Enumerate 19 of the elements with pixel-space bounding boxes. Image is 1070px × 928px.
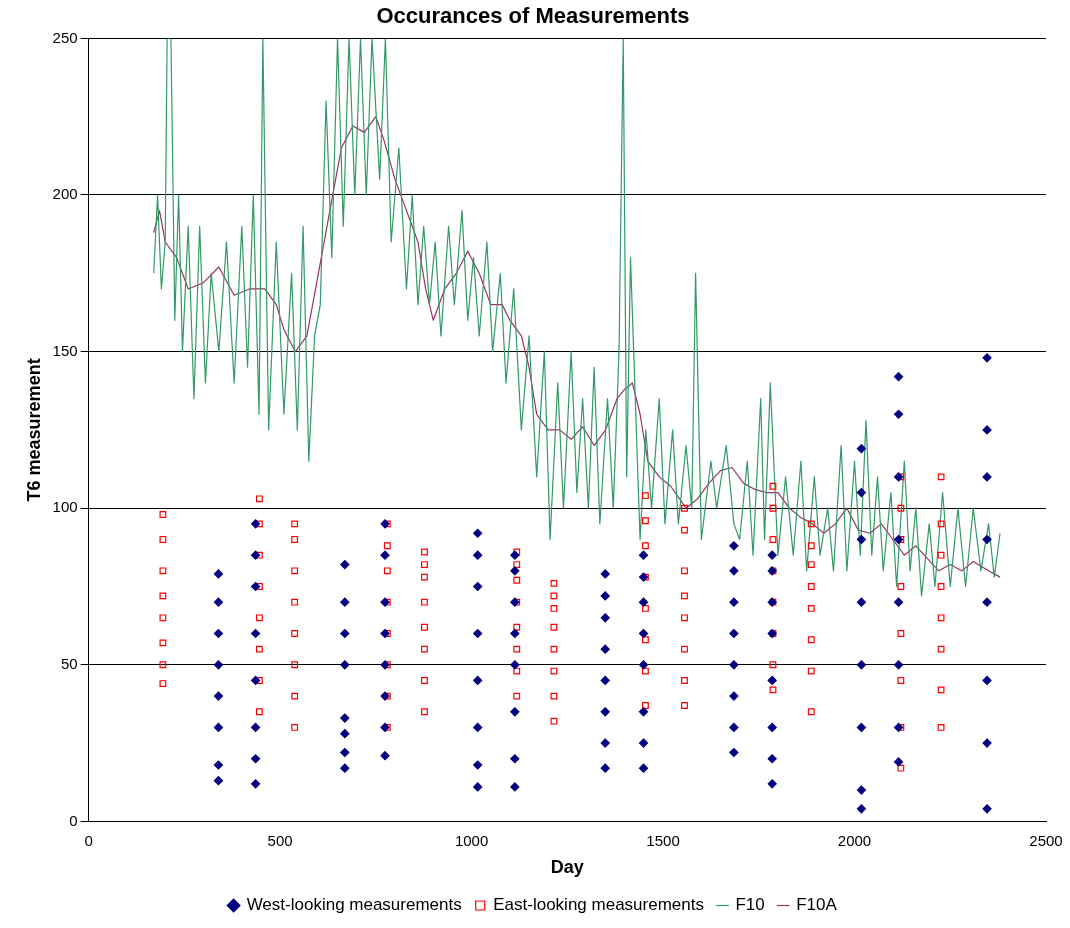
x-tick-label: 0: [84, 831, 93, 849]
y-tick-label: 100: [52, 498, 78, 516]
x-tick-label: 2000: [837, 831, 872, 849]
chart-title: Occurances of Measurements: [376, 3, 690, 29]
x-axis-title: Day: [550, 857, 584, 878]
legend-label: East-looking measurements: [493, 895, 704, 915]
x-tick-label: 1000: [454, 831, 489, 849]
y-tick-label: 250: [52, 28, 78, 46]
y-tick-label: 150: [52, 341, 78, 359]
legend-label: West-looking measurements: [246, 895, 462, 915]
x-tick-label: 2500: [1029, 831, 1063, 849]
y-tick-label: 0: [69, 811, 78, 829]
y-tick-label: 200: [52, 185, 78, 203]
x-tick-label: 500: [267, 831, 293, 849]
y-axis-title: T6 measurement: [23, 358, 44, 502]
x-tick-label: 1500: [646, 831, 680, 849]
legend-label: F10A: [796, 895, 838, 915]
legend-label: F10: [735, 895, 765, 915]
y-tick-label: 50: [60, 654, 78, 672]
